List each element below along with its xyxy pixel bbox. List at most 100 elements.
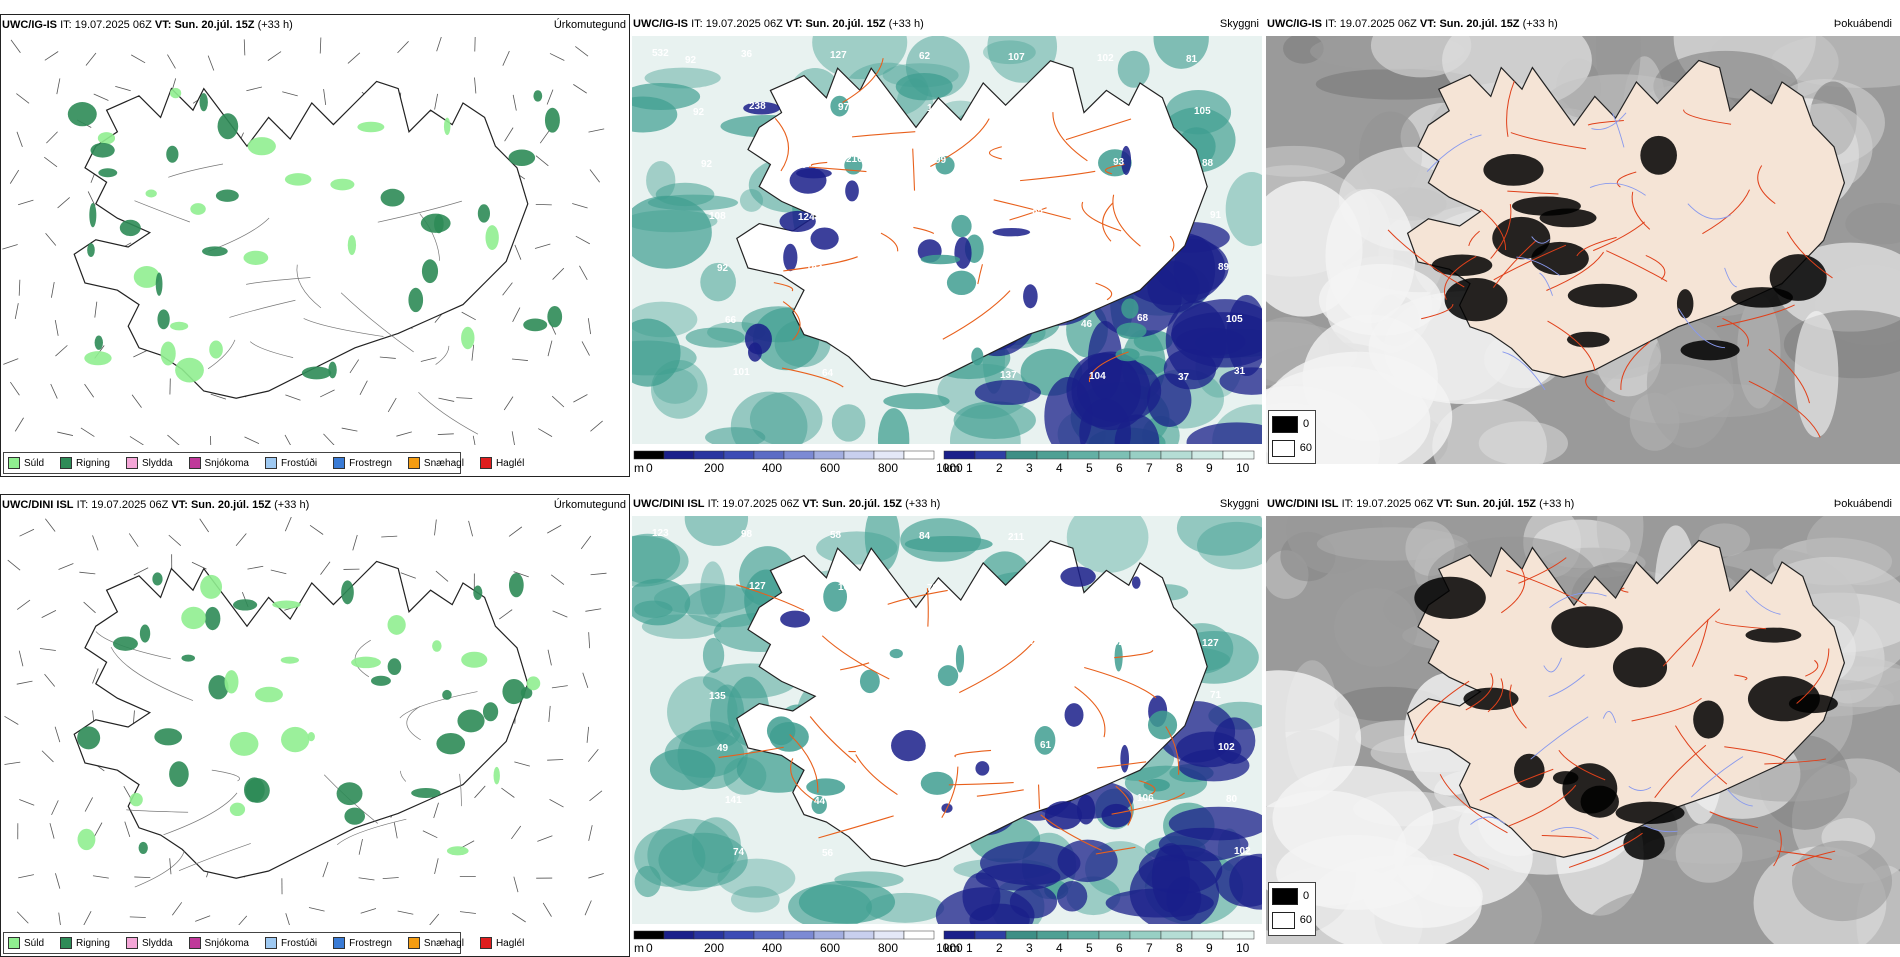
panel-title: UWC/IG-IS IT: 19.07.2025 06Z VT: Sun. 20…	[1267, 18, 1558, 30]
height-scale-tick: 200	[704, 461, 724, 475]
legend-label: Frostregn	[349, 938, 392, 949]
vis-scale-tick: 8	[1176, 461, 1183, 475]
vis-scale-tick: 10	[1236, 461, 1250, 475]
legend-item: Frostregn	[329, 937, 392, 949]
fog-legend-row: 60	[1272, 437, 1312, 459]
legend-label: Haglél	[496, 458, 524, 469]
visibility-value: 141	[927, 103, 944, 114]
visibility-value: 61	[1040, 740, 1052, 751]
visibility-value: 104	[1089, 371, 1106, 382]
height-scale-tick: 400	[762, 941, 782, 955]
legend-swatch	[60, 937, 72, 949]
legend-label: Haglél	[496, 938, 524, 949]
legend-item: Frostúði	[261, 937, 317, 949]
legend-label: Slydda	[142, 458, 173, 469]
visibility-value: 92	[717, 263, 729, 274]
legend-swatch	[189, 457, 201, 469]
fog-legend-row: 60	[1272, 909, 1312, 931]
visibility-value: 97	[838, 102, 850, 113]
visibility-value: 81	[1105, 585, 1117, 596]
panel-type-label: Skyggni	[1220, 18, 1259, 30]
visibility-value: 48	[1073, 267, 1085, 278]
visibility-value: 66	[725, 315, 737, 326]
height-scale-tick: 600	[820, 461, 840, 475]
visibility-value: 532	[652, 48, 669, 59]
visibility-value: 37	[1178, 372, 1190, 383]
visibility-value: 88	[1202, 158, 1214, 169]
legend-item: Haglél	[476, 937, 524, 949]
legend-item: Slydda	[122, 937, 173, 949]
legend-label: Rigning	[76, 938, 110, 949]
vis-scale-tick: 2	[996, 461, 1003, 475]
vis-scale-tick: 9	[1206, 941, 1213, 955]
panel-type-label: Úrkomutegund	[554, 19, 626, 31]
visibility-value: 87	[1024, 636, 1036, 647]
vis-scale-unit: km	[944, 461, 960, 475]
visibility-value: 78	[927, 583, 939, 594]
visibility-value: 104	[806, 264, 823, 275]
visibility-value: 102	[1218, 742, 1235, 753]
visibility-value: 108	[709, 211, 726, 222]
panel-title: UWC/IG-IS IT: 19.07.2025 06Z VT: Sun. 20…	[2, 19, 293, 31]
visibility-value: 58	[830, 530, 842, 541]
legend-swatch	[8, 937, 20, 949]
visibility-value: 238	[846, 634, 863, 645]
visibility-value: 127	[830, 50, 847, 61]
visibility-value: 92	[1016, 104, 1028, 115]
legend-label: Slydda	[142, 938, 173, 949]
legend-swatch	[333, 457, 345, 469]
legend-item: Frostúði	[261, 457, 317, 469]
legend-swatch	[265, 457, 277, 469]
visibility-value: 112	[1016, 584, 1033, 595]
visibility-value: 140	[806, 744, 823, 755]
fog-legend-label: 0	[1303, 890, 1309, 902]
panel-type-label: Þokuábendi	[1834, 498, 1892, 510]
legend-label: Snæhagl	[424, 458, 464, 469]
legend-item: Snæhagl	[404, 457, 464, 469]
vis-scale-tick: 7	[1146, 941, 1153, 955]
visibility-value: 238	[749, 101, 766, 112]
visibility-value: 83	[911, 849, 923, 860]
height-scale-unit: m	[634, 941, 644, 955]
visibility-value: 105	[1194, 106, 1211, 117]
fog-panel-bottom: UWC/DINI ISL IT: 19.07.2025 06Z VT: Sun.…	[1266, 494, 1900, 957]
visibility-value: 62	[919, 51, 931, 62]
legend-label: Súld	[24, 458, 44, 469]
visibility-panel-top: UWC/IG-IS IT: 19.07.2025 06Z VT: Sun. 20…	[632, 14, 1262, 477]
vis-scale-tick: 9	[1206, 461, 1213, 475]
fog-map	[1266, 36, 1900, 464]
legend-label: Snjókoma	[205, 938, 249, 949]
vis-scale-tick: 6	[1116, 461, 1123, 475]
visibility-value: 211	[1008, 532, 1025, 543]
legend-label: Frostúði	[281, 458, 317, 469]
visibility-value: 89	[1218, 262, 1230, 273]
visibility-value: 98	[741, 529, 753, 540]
fog-panel-top: UWC/IG-IS IT: 19.07.2025 06Z VT: Sun. 20…	[1266, 14, 1900, 477]
visibility-value: 99	[935, 155, 947, 166]
height-scale-unit: m	[634, 461, 644, 475]
visibility-value: 90	[1105, 105, 1117, 116]
visibility-value: 102	[1234, 846, 1251, 857]
visibility-value: 92	[1032, 208, 1044, 219]
legend-label: Frostúði	[281, 938, 317, 949]
vis-scale-tick: 2	[996, 941, 1003, 955]
legend-label: Snæhagl	[424, 938, 464, 949]
legend-swatch	[189, 937, 201, 949]
visibility-value: 44	[814, 796, 826, 807]
visibility-value: 107	[1008, 52, 1025, 63]
visibility-value: 88	[814, 316, 826, 327]
panel-title: UWC/DINI ISL IT: 19.07.2025 06Z VT: Sun.…	[2, 499, 309, 511]
visibility-value: 75	[1121, 689, 1133, 700]
panel-type-label: Skyggni	[1220, 498, 1259, 510]
legend-swatch	[126, 457, 138, 469]
legend-swatch	[8, 457, 20, 469]
visibility-value: 84	[919, 531, 931, 542]
legend-swatch	[265, 937, 277, 949]
precip-map	[1, 37, 629, 445]
legend-item: Slydda	[122, 457, 173, 469]
